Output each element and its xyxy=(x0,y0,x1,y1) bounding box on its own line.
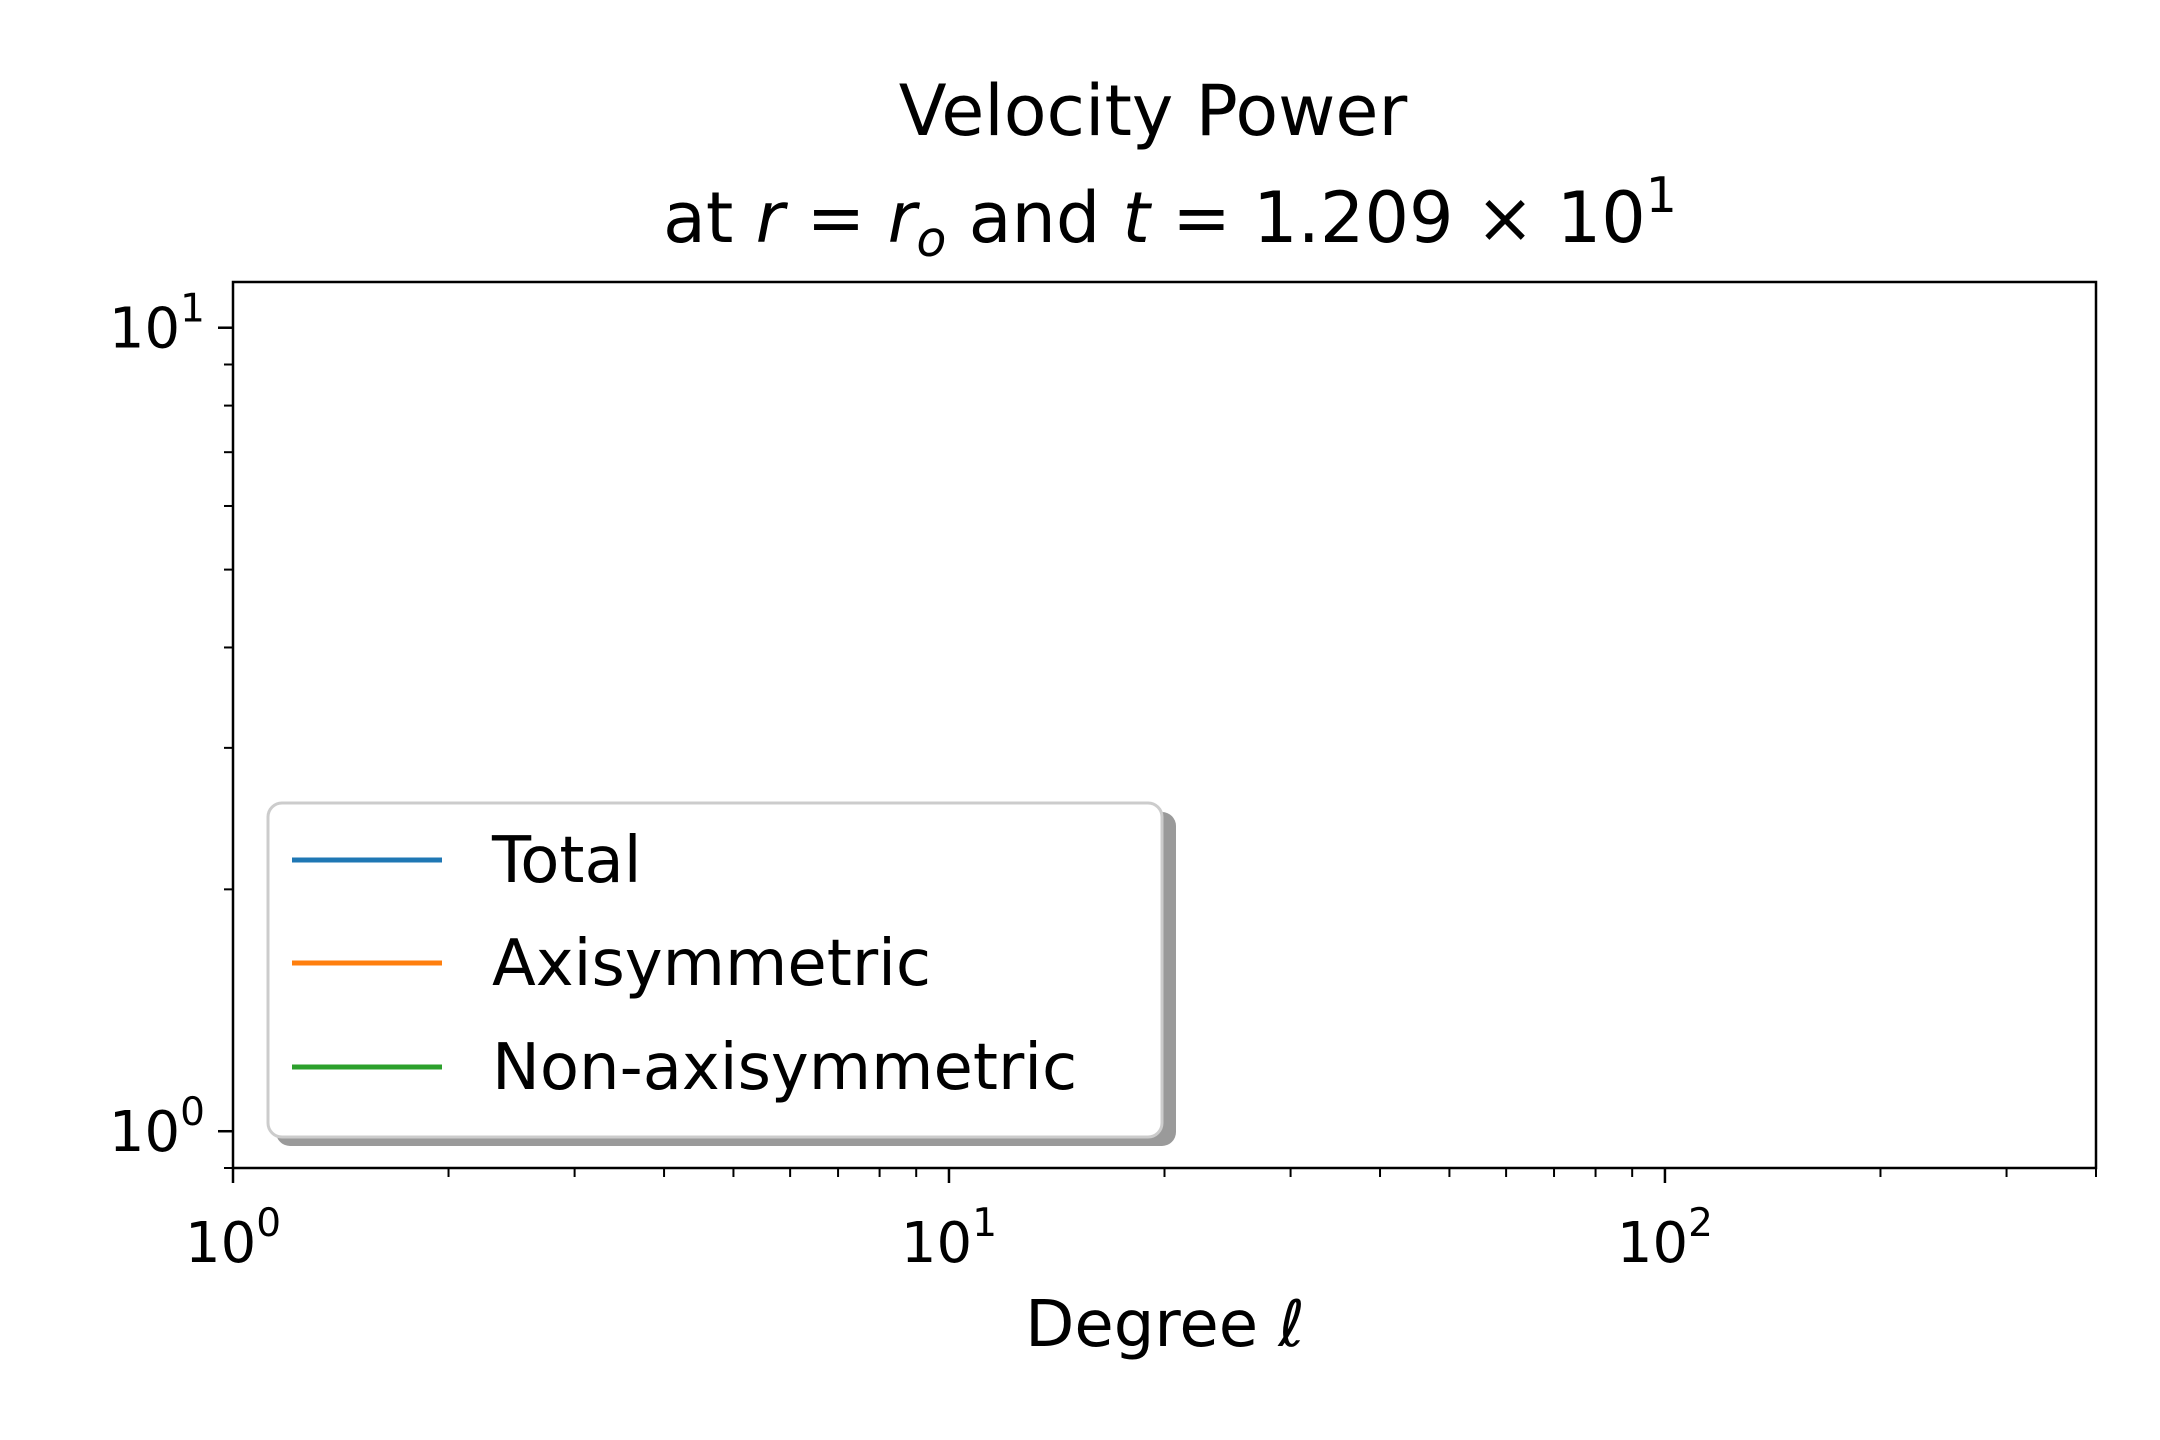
subtitle-and: and xyxy=(946,177,1122,259)
legend-entries: Total Axisymmetric Non-axisymmetric xyxy=(292,824,1077,1105)
x-tick-label: 101 xyxy=(901,1201,997,1276)
x-tick-label-exponent: 1 xyxy=(972,1201,997,1246)
y-tick-label-base: 10 xyxy=(109,297,180,362)
x-tick-label-base: 10 xyxy=(901,1211,972,1276)
legend-label: Axisymmetric xyxy=(492,927,931,1001)
subtitle-t-mantissa: 1.209 × 10 xyxy=(1253,177,1646,259)
subtitle-ro-symbol: r xyxy=(888,177,921,259)
y-tick-label-base: 10 xyxy=(109,1100,180,1165)
y-tick-label-exponent: 1 xyxy=(180,287,205,332)
x-tick-label-exponent: 2 xyxy=(1688,1201,1713,1246)
x-tick-label-exponent: 0 xyxy=(256,1201,281,1246)
legend: Total Axisymmetric Non-axisymmetric xyxy=(266,801,1176,1146)
chart-subtitle: at r = ro and t = 1.209 × 101 xyxy=(663,167,1677,268)
subtitle-equals-2: = xyxy=(1150,177,1253,259)
subtitle-prefix: at xyxy=(663,177,756,259)
legend-label: Non-axisymmetric xyxy=(492,1031,1077,1105)
x-tick-label: 102 xyxy=(1617,1201,1713,1276)
chart-title: Velocity Power xyxy=(899,70,1408,152)
x-axis: 100 101 102 xyxy=(185,1168,2097,1276)
x-tick-label-base: 10 xyxy=(185,1211,256,1276)
subtitle-r-symbol: r xyxy=(756,177,789,259)
subtitle-t-symbol: t xyxy=(1123,177,1153,259)
subtitle-equals-1: = xyxy=(784,177,887,259)
subtitle-t-exponent: 1 xyxy=(1646,167,1677,224)
x-axis-label-ell: ℓ xyxy=(1277,1288,1304,1362)
y-tick-label: 100 xyxy=(109,1090,205,1165)
x-tick-label-base: 10 xyxy=(1617,1211,1688,1276)
y-tick-label: 101 xyxy=(109,287,205,362)
legend-label: Total xyxy=(491,824,641,898)
y-tick-label-exponent: 0 xyxy=(180,1090,205,1135)
legend-box xyxy=(266,801,1164,1139)
x-axis-label: Degree ℓ xyxy=(1025,1288,1305,1362)
subtitle-ro-subscript: o xyxy=(916,211,946,268)
x-axis-label-text: Degree xyxy=(1025,1288,1278,1362)
x-tick-label: 100 xyxy=(185,1201,281,1276)
